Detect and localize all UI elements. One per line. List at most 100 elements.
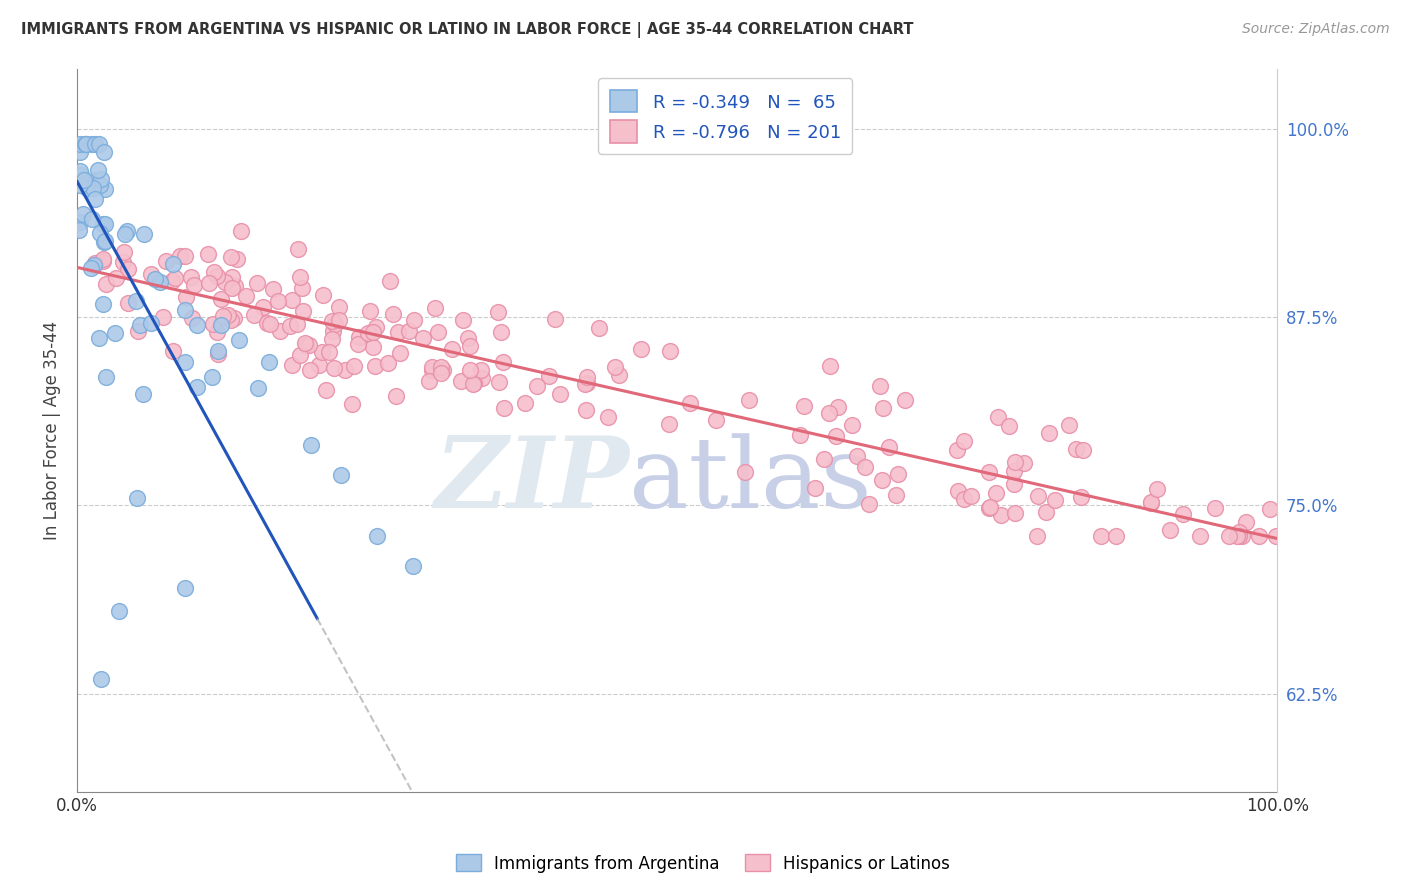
Point xyxy=(152,310,174,325)
Point xyxy=(990,508,1012,523)
Point xyxy=(84,136,107,151)
Text: atlas: atlas xyxy=(630,433,872,529)
Point xyxy=(108,604,131,618)
Point xyxy=(457,331,479,345)
Point xyxy=(243,308,266,322)
Point xyxy=(139,267,162,281)
Point xyxy=(364,319,387,334)
Point xyxy=(291,281,314,295)
Point xyxy=(603,359,626,374)
Point xyxy=(162,257,184,271)
Point xyxy=(389,345,412,359)
Point xyxy=(630,342,652,356)
Point xyxy=(94,277,117,291)
Point xyxy=(278,318,301,333)
Point xyxy=(93,297,115,311)
Point xyxy=(704,413,727,427)
Point xyxy=(75,136,97,151)
Point xyxy=(321,314,343,328)
Point xyxy=(69,178,91,192)
Point xyxy=(80,212,103,227)
Point xyxy=(69,145,91,160)
Point xyxy=(183,278,205,293)
Point xyxy=(174,355,197,369)
Point xyxy=(169,248,191,262)
Point xyxy=(67,223,90,237)
Point xyxy=(76,180,98,194)
Point xyxy=(884,488,907,502)
Point xyxy=(315,384,337,398)
Point xyxy=(117,261,139,276)
Point xyxy=(364,359,387,373)
Point xyxy=(588,320,610,334)
Point xyxy=(127,324,149,338)
Point xyxy=(180,269,202,284)
Point xyxy=(1064,442,1087,457)
Point xyxy=(323,360,346,375)
Point xyxy=(209,292,232,306)
Point xyxy=(86,173,108,187)
Point xyxy=(93,182,115,196)
Point xyxy=(596,409,619,424)
Point xyxy=(870,473,893,487)
Point xyxy=(311,345,333,359)
Point xyxy=(89,226,111,240)
Text: Source: ZipAtlas.com: Source: ZipAtlas.com xyxy=(1241,22,1389,37)
Point xyxy=(818,359,841,373)
Point xyxy=(112,244,135,259)
Point xyxy=(425,301,447,315)
Point xyxy=(953,491,976,506)
Point xyxy=(247,381,270,395)
Point xyxy=(1002,477,1025,491)
Point xyxy=(322,324,344,338)
Point xyxy=(143,272,166,286)
Point xyxy=(347,330,370,344)
Point xyxy=(1258,502,1281,516)
Point xyxy=(420,360,443,375)
Point xyxy=(470,363,492,377)
Point xyxy=(418,374,440,388)
Point xyxy=(214,275,236,289)
Point xyxy=(112,255,135,269)
Point xyxy=(575,370,598,384)
Point xyxy=(93,145,115,160)
Point xyxy=(869,379,891,393)
Point xyxy=(125,293,148,308)
Point xyxy=(658,417,681,431)
Point xyxy=(492,401,515,416)
Point xyxy=(1189,528,1212,542)
Point xyxy=(333,362,356,376)
Point xyxy=(1204,501,1226,516)
Point xyxy=(90,672,112,686)
Point xyxy=(357,326,380,340)
Point xyxy=(398,324,420,338)
Text: ZIP: ZIP xyxy=(434,433,630,529)
Point xyxy=(1230,528,1253,542)
Point xyxy=(139,316,162,330)
Point xyxy=(202,317,225,331)
Point xyxy=(430,359,453,374)
Point xyxy=(209,318,232,332)
Point xyxy=(1025,528,1047,542)
Point xyxy=(149,275,172,289)
Point xyxy=(222,310,245,325)
Point xyxy=(83,258,105,272)
Point xyxy=(1045,493,1067,508)
Point xyxy=(155,253,177,268)
Point xyxy=(387,325,409,339)
Point xyxy=(226,252,249,266)
Point xyxy=(235,288,257,302)
Point xyxy=(384,389,406,403)
Point xyxy=(1004,455,1026,469)
Point xyxy=(82,136,104,151)
Point xyxy=(515,395,537,409)
Point xyxy=(952,434,974,448)
Point xyxy=(104,270,127,285)
Point xyxy=(488,376,510,390)
Point xyxy=(295,338,318,352)
Point xyxy=(205,325,228,339)
Point xyxy=(104,326,127,340)
Point xyxy=(793,400,815,414)
Point xyxy=(1229,525,1251,540)
Point xyxy=(197,276,219,290)
